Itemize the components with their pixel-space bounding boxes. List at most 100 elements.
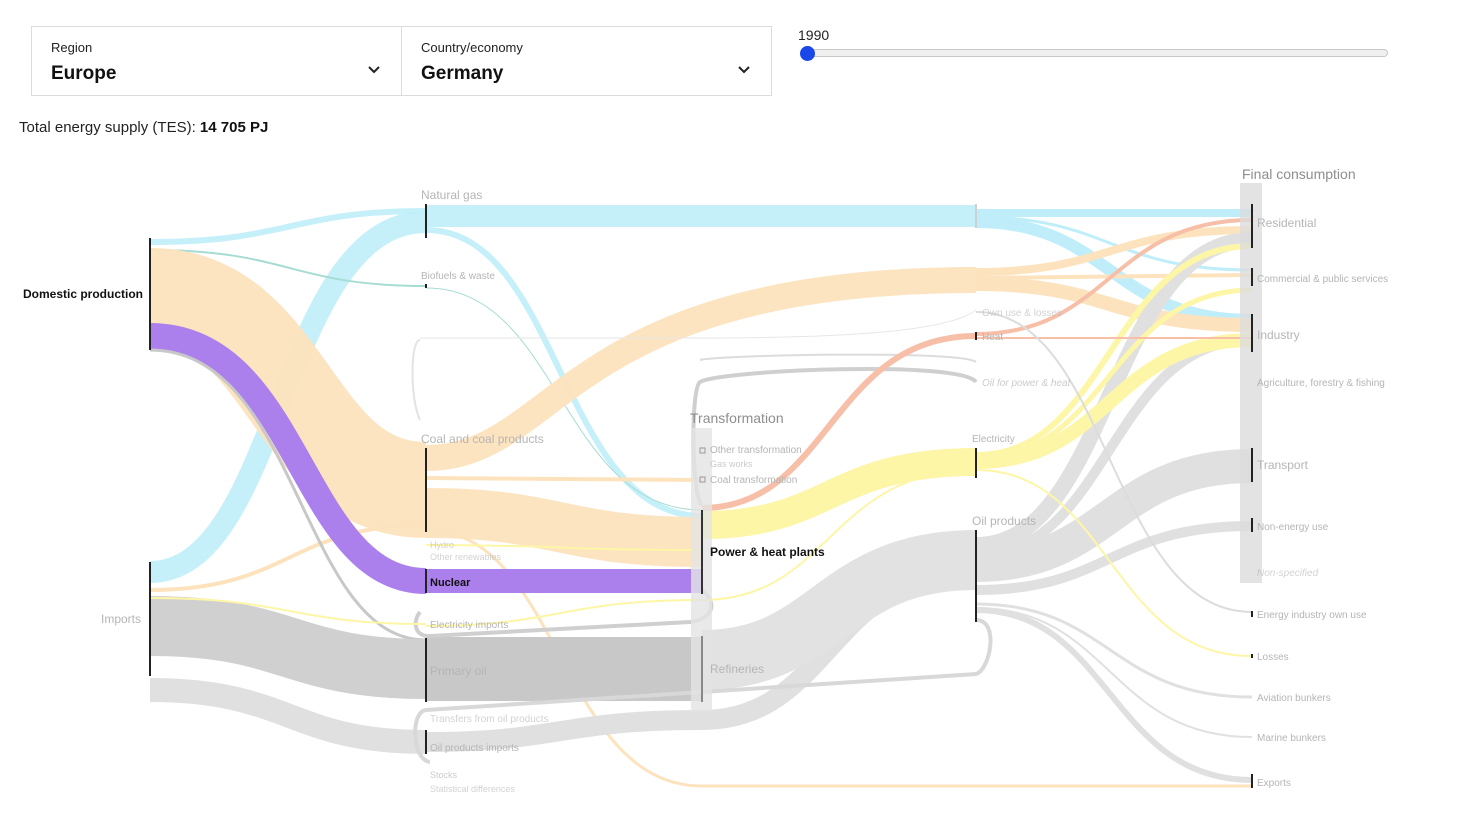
flow-power-electricity: [701, 448, 977, 539]
flow-oil-aviation: [975, 602, 1253, 699]
flow-oil-nonenergy: [975, 521, 1253, 595]
node-non-energy: [1251, 518, 1253, 532]
country-label: Country/economy: [421, 40, 523, 55]
region-dropdown[interactable]: Region Europe: [32, 27, 401, 95]
year-slider-thumb[interactable]: [800, 46, 815, 61]
tes-value: 14 705 PJ: [199, 119, 269, 136]
node-losses: [1251, 654, 1253, 658]
label-hydro: Hydro: [430, 540, 454, 550]
flow-coal-coaltrans: [425, 476, 703, 482]
node-commercial: [1251, 268, 1253, 286]
flow-heat-residential: [975, 218, 1253, 336]
label-primary-oil: Primary oil: [430, 664, 487, 678]
flow-gas-power: [425, 227, 703, 519]
node-biofuels: [425, 284, 427, 288]
node-oil-products-imports: [425, 730, 427, 754]
label-imports: Imports: [101, 612, 141, 626]
flow-coal-residential: [975, 226, 1253, 276]
total-energy-supply: Total energy supply (TES): 14 705 PJ: [19, 119, 268, 136]
tes-label: Total energy supply (TES):: [19, 119, 196, 136]
label-energy-industry: Energy industry own use: [1257, 610, 1367, 621]
label-stocks: Stocks: [430, 770, 458, 780]
country-value: Germany: [421, 63, 504, 84]
node-bars: [149, 183, 1262, 788]
node-other-transformation: [699, 447, 706, 454]
flow-imports-oilproducts: [149, 678, 427, 754]
flow-gas-transform: [420, 309, 977, 339]
country-dropdown[interactable]: Country/economy Germany: [401, 27, 771, 95]
label-aviation: Aviation bunkers: [1257, 693, 1331, 704]
flow-oil-exports: [975, 607, 1253, 783]
flow-oil-marine: [975, 607, 1253, 738]
flow-imports-coal: [149, 523, 427, 592]
node-natural-gas: [425, 204, 427, 238]
label-statistical-differences: Statistical differences: [430, 784, 515, 794]
node-exports: [1251, 774, 1253, 788]
flow-oil-transport: [975, 449, 1253, 582]
label-transport: Transport: [1257, 458, 1309, 472]
flow-refineries-oilproducts: [701, 530, 977, 690]
node-nuclear: [425, 569, 427, 593]
label-electricity: Electricity: [972, 434, 1015, 445]
flow-elec-commercial: [975, 287, 1253, 461]
label-non-specified: Non-specified: [1257, 568, 1319, 579]
region-value: Europe: [51, 63, 117, 84]
flow-elec-losses: [975, 469, 1253, 657]
node-carriers-gas: [975, 204, 977, 228]
node-industry: [1251, 314, 1253, 352]
label-natural-gas: Natural gas: [421, 188, 482, 202]
flow-coal-power: [425, 488, 703, 567]
flow-elec-industry: [975, 333, 1253, 469]
flow-domestic-oil: [149, 348, 427, 642]
label-heat: Heat: [982, 332, 1003, 343]
label-oil-products: Oil products: [972, 514, 1036, 528]
label-marine: Marine bunkers: [1257, 733, 1326, 744]
label-transformation-heading: Transformation: [690, 410, 784, 426]
flow-ownuse: [975, 311, 1253, 613]
label-agriculture: Agriculture, forestry & fishing: [1257, 378, 1385, 389]
label-industry: Industry: [1257, 328, 1300, 342]
flow-domestic-gas: [149, 208, 427, 245]
node-transport: [1251, 448, 1253, 482]
node-coal-transformation: [699, 476, 706, 483]
flow-domestic-nuclear: [149, 323, 427, 594]
flow-gas-commercial: [975, 215, 1253, 272]
flow-links: [147, 205, 1253, 788]
label-coal: Coal and coal products: [421, 432, 544, 446]
flow-renewables-transform: [411, 339, 421, 421]
flow-power-heat: [701, 333, 977, 511]
flow-imports-electricity: [149, 597, 427, 625]
label-exports: Exports: [1257, 778, 1291, 789]
year-value: 1990: [798, 27, 830, 43]
node-refineries: [701, 636, 703, 702]
flow-imports-primaryoil: [149, 596, 427, 699]
node-coal: [425, 448, 427, 532]
label-other-renewables: Other renewables: [430, 552, 502, 562]
label-non-energy: Non-energy use: [1257, 522, 1329, 533]
label-transfers: Transfers from oil products: [430, 714, 549, 725]
label-domestic-production: Domestic production: [23, 287, 143, 301]
flow-elec-residential: [975, 243, 1253, 458]
flow-domestic-biofuels: [149, 249, 427, 287]
label-gas-works: Gas works: [710, 459, 753, 469]
label-residential: Residential: [1257, 216, 1316, 230]
flow-gas-industry: [975, 216, 1253, 326]
location-selector: Region Europe Country/economy Germany: [31, 26, 772, 96]
label-other-transformation: Other transformation: [710, 445, 802, 456]
label-own-use: Own use & losses: [982, 308, 1062, 319]
region-label: Region: [51, 40, 93, 55]
label-refineries: Refineries: [710, 662, 764, 676]
label-losses: Losses: [1257, 652, 1289, 663]
flow-hydro-power: [425, 544, 703, 551]
label-nuclear: Nuclear: [430, 577, 471, 589]
flow-domestic-coal: [147, 248, 429, 538]
node-power-heat: [701, 510, 703, 594]
label-power-heat: Power & heat plants: [710, 545, 825, 559]
flow-coal-industry: [975, 277, 1253, 332]
chevron-down-icon: [738, 66, 750, 74]
label-biofuels: Biofuels & waste: [421, 271, 495, 282]
node-residential: [1251, 204, 1253, 248]
label-oil-for-power: Oil for power & heat: [982, 378, 1072, 389]
label-final-consumption-heading: Final consumption: [1242, 166, 1356, 182]
